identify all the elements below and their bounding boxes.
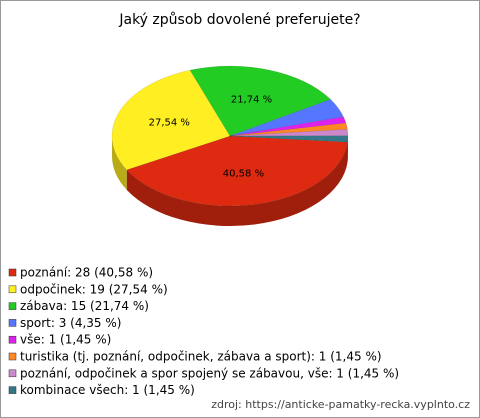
legend-label: zábava: 15 (21,74 %) <box>20 299 149 313</box>
slice-label: 40,58 % <box>223 169 264 180</box>
slice-label: 21,74 % <box>231 95 272 106</box>
legend-label: poznání: 28 (40,58 %) <box>20 266 153 280</box>
slice <box>229 122 348 137</box>
legend-label: vše: 1 (1,45 %) <box>20 333 111 347</box>
legend-swatch <box>8 386 17 394</box>
slice-side <box>112 136 127 190</box>
legend-label: odpočinek: 19 (27,54 %) <box>20 282 168 296</box>
chart-title: Jaký způsob dovolené preferujete? <box>118 12 360 28</box>
legend-label: poznání, odpočinek a spor spojený se záb… <box>20 366 399 380</box>
slice-side <box>126 142 348 226</box>
legend-swatch <box>8 369 17 378</box>
legend-swatch <box>8 352 17 361</box>
slice <box>126 135 348 207</box>
legend-label: kombinace všech: 1 (1,45 %) <box>20 383 195 397</box>
legend-swatch <box>8 302 17 310</box>
slice <box>229 135 349 143</box>
slice <box>111 69 231 171</box>
legend-label: turistika (tj. poznání, odpočinek, zábav… <box>20 350 382 364</box>
slice <box>229 129 349 137</box>
slice <box>229 116 347 137</box>
legend-swatch <box>8 335 17 344</box>
legend-swatch <box>8 319 17 327</box>
slice <box>229 99 344 137</box>
legend-swatch <box>8 285 17 294</box>
legend-label: sport: 3 (4,35 %) <box>20 316 121 330</box>
legend-swatch <box>8 268 17 277</box>
slice-label: 27,54 % <box>149 117 190 128</box>
slice <box>189 65 332 137</box>
source: zdroj: https://anticke-pamatky-recka.vyp… <box>211 398 470 411</box>
